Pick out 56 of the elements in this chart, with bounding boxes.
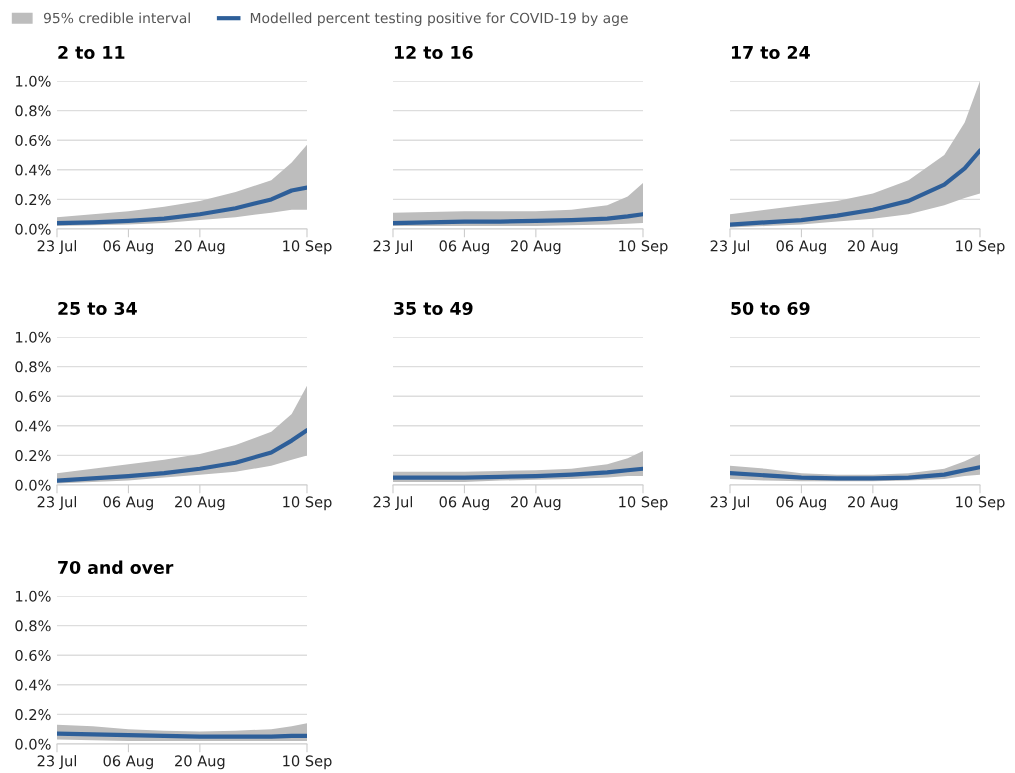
x-tick-label: 23 Jul (37, 240, 77, 255)
chart-title: 25 to 34 (58, 301, 137, 316)
y-tick-label: 0.0% (15, 479, 51, 491)
x-tick-label: 20 Aug (175, 496, 225, 511)
y-tick-label: 0.6% (15, 649, 51, 661)
y-tick-label: 0.2% (15, 194, 51, 206)
x-tick-label: 23 Jul (373, 496, 413, 511)
x-tick-label: 06 Aug (439, 496, 489, 511)
x-tick-label: 23 Jul (37, 496, 77, 511)
x-tick-label: 10 Sep (956, 240, 1005, 255)
x-tick-label: 20 Aug (511, 496, 561, 511)
y-tick-label: 0.8% (15, 105, 51, 117)
x-tick-label: 06 Aug (103, 496, 153, 511)
legend-label: Modelled percent testing positive for COVID-19 by age (250, 12, 628, 26)
x-tick-label: 23 Jul (373, 240, 413, 255)
y-tick-label: 0.4% (15, 420, 51, 432)
x-tick-label: 06 Aug (776, 496, 826, 511)
x-tick-label: 20 Aug (848, 240, 898, 255)
x-tick-label: 23 Jul (710, 240, 750, 255)
y-tick-label: 1.0% (16, 590, 51, 602)
x-tick-label: 06 Aug (439, 240, 489, 255)
x-tick-label: 23 Jul (710, 496, 750, 511)
y-tick-label: 0.4% (15, 164, 51, 176)
x-tick-label: 10 Sep (283, 240, 332, 255)
text: 95% credible interval (43, 12, 190, 24)
y-tick-label: 0.0% (15, 738, 51, 750)
y-tick-label: 0.8% (15, 361, 51, 373)
y-tick-label: 0.0% (15, 223, 51, 235)
x-tick-label: 06 Aug (103, 755, 153, 770)
chart-title: 50 to 69 (731, 301, 810, 316)
y-tick-label: 1.0% (16, 75, 51, 87)
y-tick-label: 0.8% (15, 620, 51, 632)
x-tick-label: 20 Aug (175, 755, 225, 770)
x-tick-label: 10 Sep (956, 496, 1005, 511)
x-tick-label: 20 Aug (848, 496, 898, 511)
x-tick-label: 20 Aug (511, 240, 561, 255)
chart-title: 70 and over (58, 560, 174, 575)
x-tick-label: 06 Aug (776, 240, 826, 255)
x-tick-label: 20 Aug (175, 240, 225, 255)
x-tick-label: 23 Jul (37, 755, 77, 770)
line-series (57, 185, 307, 226)
y-tick-label: 0.6% (15, 390, 51, 402)
chart-title: 2 to 11 (58, 45, 125, 60)
x-tick-label: 06 Aug (103, 240, 153, 255)
y-tick-label: 0.4% (15, 679, 51, 691)
chart-title: 35 to 49 (394, 301, 473, 316)
y-tick-label: 0.2% (15, 709, 51, 721)
x-tick-label: 10 Sep (619, 496, 668, 511)
chart-title: 12 to 16 (394, 45, 473, 60)
x-tick-label: 10 Sep (619, 240, 668, 255)
y-tick-label: 0.2% (15, 450, 51, 462)
y-tick-label: 0.6% (15, 134, 51, 146)
y-tick-label: 1.0% (16, 331, 51, 343)
x-tick-label: 10 Sep (283, 496, 332, 511)
x-tick-label: 10 Sep (283, 755, 332, 770)
chart-title: 17 to 24 (731, 45, 810, 60)
